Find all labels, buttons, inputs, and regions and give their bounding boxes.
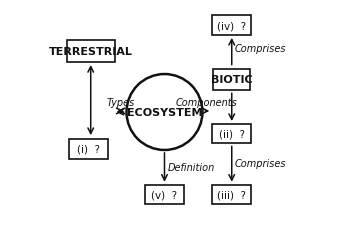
Bar [145, 185, 184, 204]
Bar [212, 185, 251, 204]
Text: Definition: Definition [168, 163, 215, 173]
Bar [213, 69, 250, 91]
Text: Comprises: Comprises [235, 44, 287, 54]
Bar [67, 41, 115, 63]
Text: Components: Components [176, 98, 238, 108]
Text: (iii)  ?: (iii) ? [217, 190, 246, 200]
Text: Comprises: Comprises [235, 158, 287, 168]
Text: ECOSYSTEM: ECOSYSTEM [127, 108, 202, 117]
Text: (ii)  ?: (ii) ? [219, 129, 245, 139]
Text: Types: Types [107, 98, 135, 108]
Bar [212, 124, 251, 144]
Text: TERRESTRIAL: TERRESTRIAL [49, 47, 133, 57]
Bar [69, 140, 108, 159]
Text: BIOTIC: BIOTIC [211, 75, 252, 85]
Bar [212, 16, 251, 36]
Text: (iv)  ?: (iv) ? [217, 21, 246, 31]
Text: (v)  ?: (v) ? [152, 190, 177, 200]
Text: (i)  ?: (i) ? [77, 144, 100, 154]
